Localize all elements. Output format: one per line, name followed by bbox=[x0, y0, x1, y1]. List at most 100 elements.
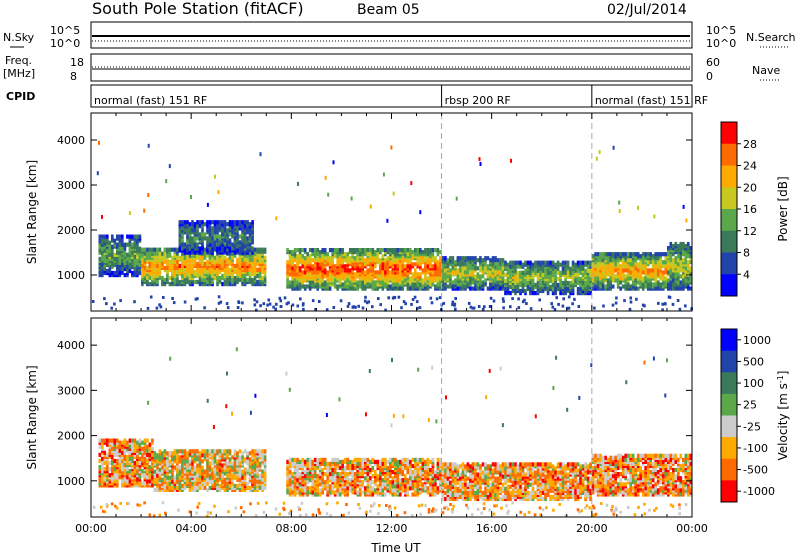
range-gate-cell bbox=[291, 303, 295, 307]
range-gate-cell bbox=[253, 267, 257, 272]
range-gate-cell bbox=[484, 262, 487, 267]
range-gate-cell bbox=[517, 306, 521, 310]
range-gate-cell bbox=[384, 248, 387, 253]
range-gate-cell bbox=[191, 465, 194, 470]
range-gate-cell bbox=[133, 460, 137, 466]
range-gate-cell bbox=[438, 296, 442, 300]
range-gate-cell bbox=[449, 284, 452, 289]
range-gate-cell bbox=[439, 268, 442, 273]
range-gate-cell bbox=[243, 220, 247, 225]
range-gate-cell bbox=[555, 296, 558, 300]
range-gate-cell bbox=[178, 475, 182, 480]
range-gate-cell bbox=[128, 268, 132, 274]
range-gate-cell bbox=[313, 465, 317, 471]
range-gate-cell bbox=[226, 449, 229, 454]
range-gate-cell bbox=[474, 280, 477, 285]
range-gate-cell bbox=[203, 222, 207, 227]
range-gate-cell bbox=[619, 276, 622, 281]
range-gate-cell bbox=[286, 470, 289, 475]
range-gate-cell bbox=[396, 282, 400, 287]
range-gate-cell bbox=[371, 286, 375, 291]
range-gate-cell bbox=[128, 238, 132, 243]
range-gate-cell bbox=[101, 456, 104, 461]
range-gate-cell bbox=[406, 286, 410, 291]
range-gate-cell bbox=[236, 232, 239, 237]
range-gate-cell bbox=[253, 485, 257, 490]
range-gate-cell bbox=[687, 276, 690, 281]
range-gate-cell bbox=[126, 242, 129, 247]
range-gate-cell bbox=[374, 264, 377, 269]
range-gate-cell bbox=[306, 486, 309, 491]
range-gate-cell bbox=[306, 457, 309, 462]
range-gate-cell bbox=[228, 469, 232, 474]
range-gate-cell bbox=[579, 270, 582, 275]
range-gate-cell bbox=[659, 282, 662, 287]
range-gate-cell bbox=[301, 264, 304, 269]
range-gate-cell bbox=[259, 152, 262, 157]
range-gate-cell bbox=[153, 267, 157, 272]
range-gate-cell bbox=[146, 306, 150, 310]
range-gate-cell bbox=[226, 250, 229, 255]
range-gate-cell bbox=[536, 280, 540, 286]
range-gate-cell bbox=[246, 250, 249, 255]
range-gate-cell bbox=[441, 280, 445, 285]
range-gate-cell bbox=[439, 264, 442, 269]
range-gate-cell bbox=[481, 280, 485, 285]
range-gate-cell bbox=[611, 266, 615, 271]
range-gate-cell bbox=[461, 284, 465, 289]
range-gate-cell bbox=[439, 272, 442, 277]
range-gate-cell bbox=[524, 268, 527, 273]
range-gate-cell bbox=[201, 475, 204, 480]
range-gate-cell bbox=[454, 297, 457, 300]
nsky-tick-top-left: 10^5 bbox=[50, 24, 80, 37]
range-gate-cell bbox=[424, 248, 427, 253]
range-gate-cell bbox=[208, 267, 212, 272]
range-gate-cell bbox=[193, 487, 197, 492]
range-gate-cell bbox=[151, 247, 154, 252]
range-gate-cell bbox=[311, 490, 314, 495]
range-gate-cell bbox=[325, 308, 329, 312]
range-gate-cell bbox=[311, 264, 314, 269]
range-gate-cell bbox=[682, 284, 685, 289]
range-gate-cell bbox=[203, 261, 207, 266]
range-gate-cell bbox=[123, 438, 127, 443]
range-gate-cell bbox=[411, 256, 415, 261]
range-gate-cell bbox=[409, 248, 412, 253]
range-gate-cell bbox=[496, 266, 500, 271]
range-gate-cell bbox=[201, 242, 204, 247]
range-gate-cell bbox=[233, 467, 237, 472]
range-gate-cell bbox=[689, 278, 693, 283]
range-gate-cell bbox=[348, 268, 352, 273]
range-gate-cell bbox=[599, 276, 602, 281]
range-gate-cell bbox=[353, 276, 357, 281]
range-gate-cell bbox=[689, 266, 693, 271]
range-gate-cell bbox=[178, 255, 182, 260]
range-gate-cell bbox=[554, 274, 557, 279]
range-gate-cell bbox=[131, 242, 134, 247]
range-gate-cell bbox=[108, 473, 112, 478]
range-gate-cell bbox=[158, 251, 162, 256]
range-gate-cell bbox=[163, 277, 167, 283]
range-gate-cell bbox=[601, 252, 605, 257]
range-gate-cell bbox=[521, 262, 525, 267]
range-gate-cell bbox=[356, 262, 359, 267]
range-gate-cell bbox=[391, 248, 395, 253]
range-gate-cell bbox=[616, 278, 620, 283]
range-gate-cell bbox=[183, 220, 187, 225]
range-gate-cell bbox=[671, 302, 675, 306]
range-gate-cell bbox=[517, 297, 520, 301]
range-gate-cell bbox=[193, 475, 197, 480]
range-gate-cell bbox=[213, 220, 217, 225]
range-gate-cell bbox=[316, 252, 319, 257]
range-gate-cell bbox=[223, 449, 227, 454]
range-gate-cell bbox=[353, 248, 357, 253]
range-gate-cell bbox=[651, 268, 655, 273]
range-gate-cell bbox=[236, 459, 239, 464]
range-gate-cell bbox=[148, 473, 152, 478]
range-gate-cell bbox=[544, 260, 547, 265]
range-gate-cell bbox=[143, 269, 147, 274]
range-gate-cell bbox=[186, 234, 189, 239]
range-gate-cell bbox=[178, 246, 182, 251]
range-gate-cell bbox=[318, 284, 322, 289]
range-gate-cell bbox=[614, 301, 618, 305]
